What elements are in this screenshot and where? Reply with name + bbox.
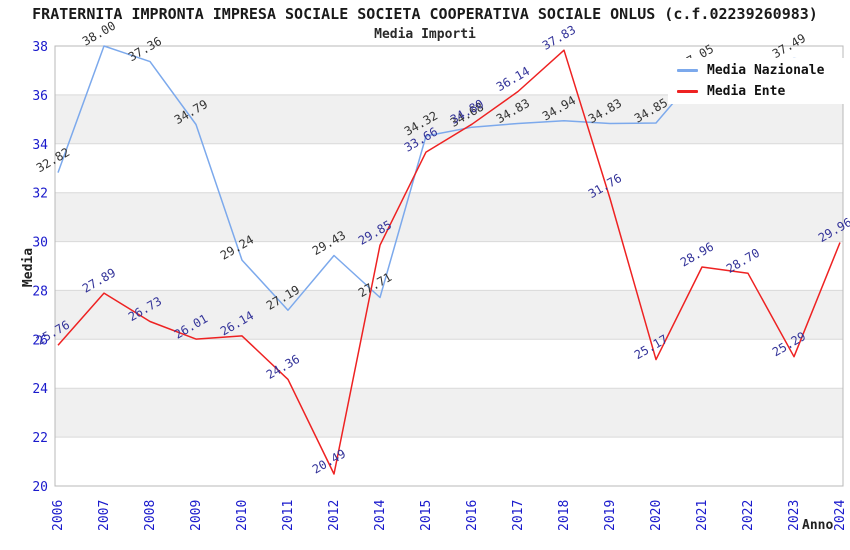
x-tick-label: 2024 <box>833 500 848 531</box>
ente-line-swatch <box>677 89 698 93</box>
y-tick-label: 38 <box>32 40 48 55</box>
x-tick-label: 2011 <box>281 500 296 531</box>
y-tick-label: 26 <box>32 333 48 348</box>
x-tick-label: 2008 <box>143 500 158 531</box>
x-tick-label: 2012 <box>327 500 342 531</box>
x-tick-label: 2017 <box>511 500 526 531</box>
x-axis-title: Anno <box>802 518 834 533</box>
y-tick-label: 36 <box>32 89 48 104</box>
x-tick-label: 2022 <box>741 500 756 531</box>
y-tick-label: 34 <box>32 138 48 153</box>
y-tick-label: 22 <box>32 431 48 446</box>
y-axis-title: Media <box>21 247 37 288</box>
x-tick-label: 2014 <box>373 500 388 531</box>
plot-band <box>55 290 843 340</box>
x-tick-label: 2023 <box>787 500 802 531</box>
chart-subtitle: Media Importi <box>374 27 476 42</box>
legend-item-nazionale: Media Nazionale <box>668 63 844 78</box>
legend-label-nazionale: Media Nazionale <box>707 63 825 79</box>
plot-band <box>55 339 843 389</box>
x-tick-label: 2021 <box>695 500 710 531</box>
plot-band <box>55 143 843 193</box>
x-tick-label: 2018 <box>557 500 572 531</box>
y-tick-label: 28 <box>32 284 48 299</box>
plot-band <box>55 192 843 242</box>
plot-border <box>54 45 844 487</box>
plot-band <box>55 241 843 291</box>
chart-title: FRATERNITA IMPRONTA IMPRESA SOCIALE SOCI… <box>32 5 818 23</box>
series-line <box>57 49 841 475</box>
y-tick-label: 24 <box>32 382 48 397</box>
x-tick-label: 2016 <box>465 500 480 531</box>
x-tick-label: 2007 <box>97 500 112 531</box>
x-tick-label: 2019 <box>603 500 618 531</box>
y-tick-label: 20 <box>32 480 48 495</box>
data-label: 38.00 <box>80 18 118 48</box>
legend-label-ente: Media Ente <box>707 83 786 99</box>
x-tick-label: 2006 <box>51 500 66 531</box>
x-tick-label: 2010 <box>235 500 250 531</box>
x-tick-label: 2020 <box>649 500 664 531</box>
x-tick-label: 2015 <box>419 500 434 531</box>
y-tick-label: 32 <box>32 187 48 202</box>
x-tick-label: 2009 <box>189 500 204 531</box>
plot-band <box>55 388 843 438</box>
nazionale-line-swatch <box>677 69 698 73</box>
plot-band <box>55 437 843 486</box>
y-tick-label: 30 <box>32 236 48 251</box>
legend: Media Nazionale Media Ente <box>668 58 844 104</box>
legend-item-ente: Media Ente <box>668 84 844 99</box>
